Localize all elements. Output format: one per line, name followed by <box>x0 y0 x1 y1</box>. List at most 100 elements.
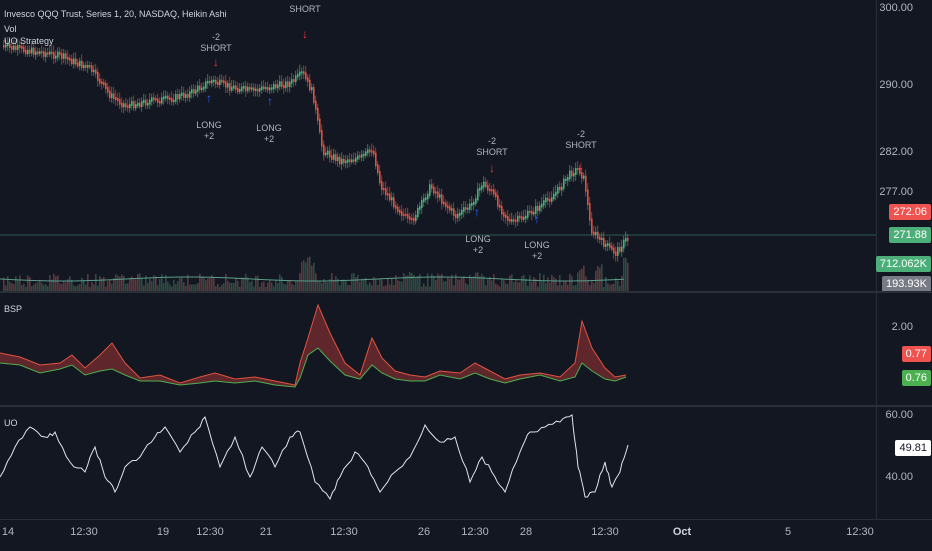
volume-bar <box>153 275 155 291</box>
volume-bar <box>85 284 87 291</box>
candle-body <box>219 79 221 86</box>
volume-bar <box>27 275 29 291</box>
candle-body <box>589 203 591 221</box>
volume-legend[interactable]: Vol <box>4 24 17 34</box>
volume-bar <box>21 285 23 291</box>
candle-body <box>21 45 23 49</box>
candle-body <box>129 103 131 109</box>
volume-bar <box>31 286 33 291</box>
uo-line <box>0 414 629 501</box>
volume-bar <box>555 278 557 291</box>
candle-body <box>493 189 495 195</box>
candle-body <box>571 170 573 177</box>
candle-body <box>5 44 7 48</box>
volume-bar <box>389 284 391 291</box>
volume-bar <box>581 268 583 291</box>
volume-bar <box>413 275 415 291</box>
volume-bar <box>285 284 287 291</box>
volume-bar <box>467 284 469 291</box>
candle-body <box>23 46 25 52</box>
volume-bar <box>485 285 487 291</box>
candle-body <box>393 197 395 208</box>
candle-body <box>229 83 231 91</box>
candle-body <box>151 97 153 102</box>
candle-body <box>195 89 197 94</box>
volume-bar <box>117 275 119 291</box>
price-axis[interactable]: 300.00 290.00 282.00 277.00 272.06 271.8… <box>875 0 932 292</box>
uo-pane[interactable]: UO 60.00 49.81 40.00 <box>0 407 932 519</box>
candle-body <box>553 193 555 200</box>
candle-body <box>621 246 623 252</box>
volume-bar <box>57 275 59 291</box>
volume-bar <box>353 273 355 291</box>
bsp-buy-line <box>0 347 627 388</box>
candle-body <box>575 168 577 175</box>
bsp-legend[interactable]: BSP <box>4 304 23 314</box>
pane-divider[interactable] <box>0 291 932 293</box>
volume-bar <box>169 284 171 291</box>
candle-body <box>359 155 361 158</box>
volume-bar <box>583 265 585 291</box>
volume-bar <box>71 279 73 291</box>
candle-body <box>281 81 283 88</box>
price-tick: 282.00 <box>879 146 913 158</box>
uo-axis[interactable]: 60.00 49.81 40.00 <box>876 407 932 519</box>
time-axis[interactable]: 14 12:30 19 12:30 21 12:30 26 12:30 28 1… <box>0 519 932 551</box>
candle-body <box>515 219 517 222</box>
uo-plot[interactable] <box>0 407 876 519</box>
volume-bar <box>421 286 423 291</box>
volume-bar <box>381 279 383 291</box>
symbol-title[interactable]: Invesco QQQ Trust, Series 1, 20, NASDAQ,… <box>4 9 227 19</box>
volume-bar <box>417 275 419 291</box>
candle-body <box>485 181 487 187</box>
price-plot[interactable] <box>0 0 876 291</box>
candle-body <box>439 194 441 198</box>
volume-bar <box>235 277 237 291</box>
candle-body <box>137 102 139 107</box>
candle-body <box>307 77 309 82</box>
volume-bar <box>369 282 371 291</box>
candle-body <box>99 78 101 84</box>
candle-body <box>565 178 567 181</box>
candle-body <box>619 247 621 252</box>
volume-bar <box>137 273 139 291</box>
candle-body <box>433 186 435 194</box>
candle-body <box>363 153 365 157</box>
time-label: 28 <box>519 526 533 538</box>
candle-body <box>311 87 313 91</box>
volume-bar <box>497 284 499 291</box>
candle-body <box>273 84 275 90</box>
price-pane[interactable]: Invesco QQQ Trust, Series 1, 20, NASDAQ,… <box>0 0 932 292</box>
candle-body <box>147 102 149 106</box>
bsp-pane[interactable]: BSP 2.00 0.77 0.76 <box>0 293 932 405</box>
volume-bar <box>65 282 67 291</box>
volume-bar <box>527 285 529 291</box>
candle-body <box>371 150 373 153</box>
uo-legend[interactable]: UO <box>4 418 18 428</box>
bsp-plot[interactable] <box>0 293 876 405</box>
candle-body <box>13 45 15 50</box>
candle-body <box>423 198 425 203</box>
time-label: 12:30 <box>591 526 619 538</box>
volume-bar <box>403 273 405 291</box>
volume-bar <box>103 276 105 291</box>
candle-body <box>149 99 151 105</box>
candle-body <box>27 49 29 55</box>
volume-bar <box>145 275 147 291</box>
candle-body <box>235 85 237 90</box>
volume-bar <box>55 276 57 291</box>
volume-bar <box>187 274 189 291</box>
volume-bar <box>367 284 369 291</box>
volume-bar <box>425 286 427 291</box>
volume-bar <box>541 281 543 291</box>
candle-body <box>181 92 183 96</box>
candle-body <box>7 43 9 47</box>
volume-bar <box>123 275 125 291</box>
candle-body <box>247 86 249 92</box>
pane-divider[interactable] <box>0 405 932 407</box>
volume-bar <box>567 284 569 291</box>
bsp-axis[interactable]: 2.00 0.77 0.76 <box>876 293 932 405</box>
candle-body <box>465 207 467 210</box>
strategy-legend[interactable]: UO Strategy <box>4 36 54 46</box>
candle-body <box>477 188 479 201</box>
